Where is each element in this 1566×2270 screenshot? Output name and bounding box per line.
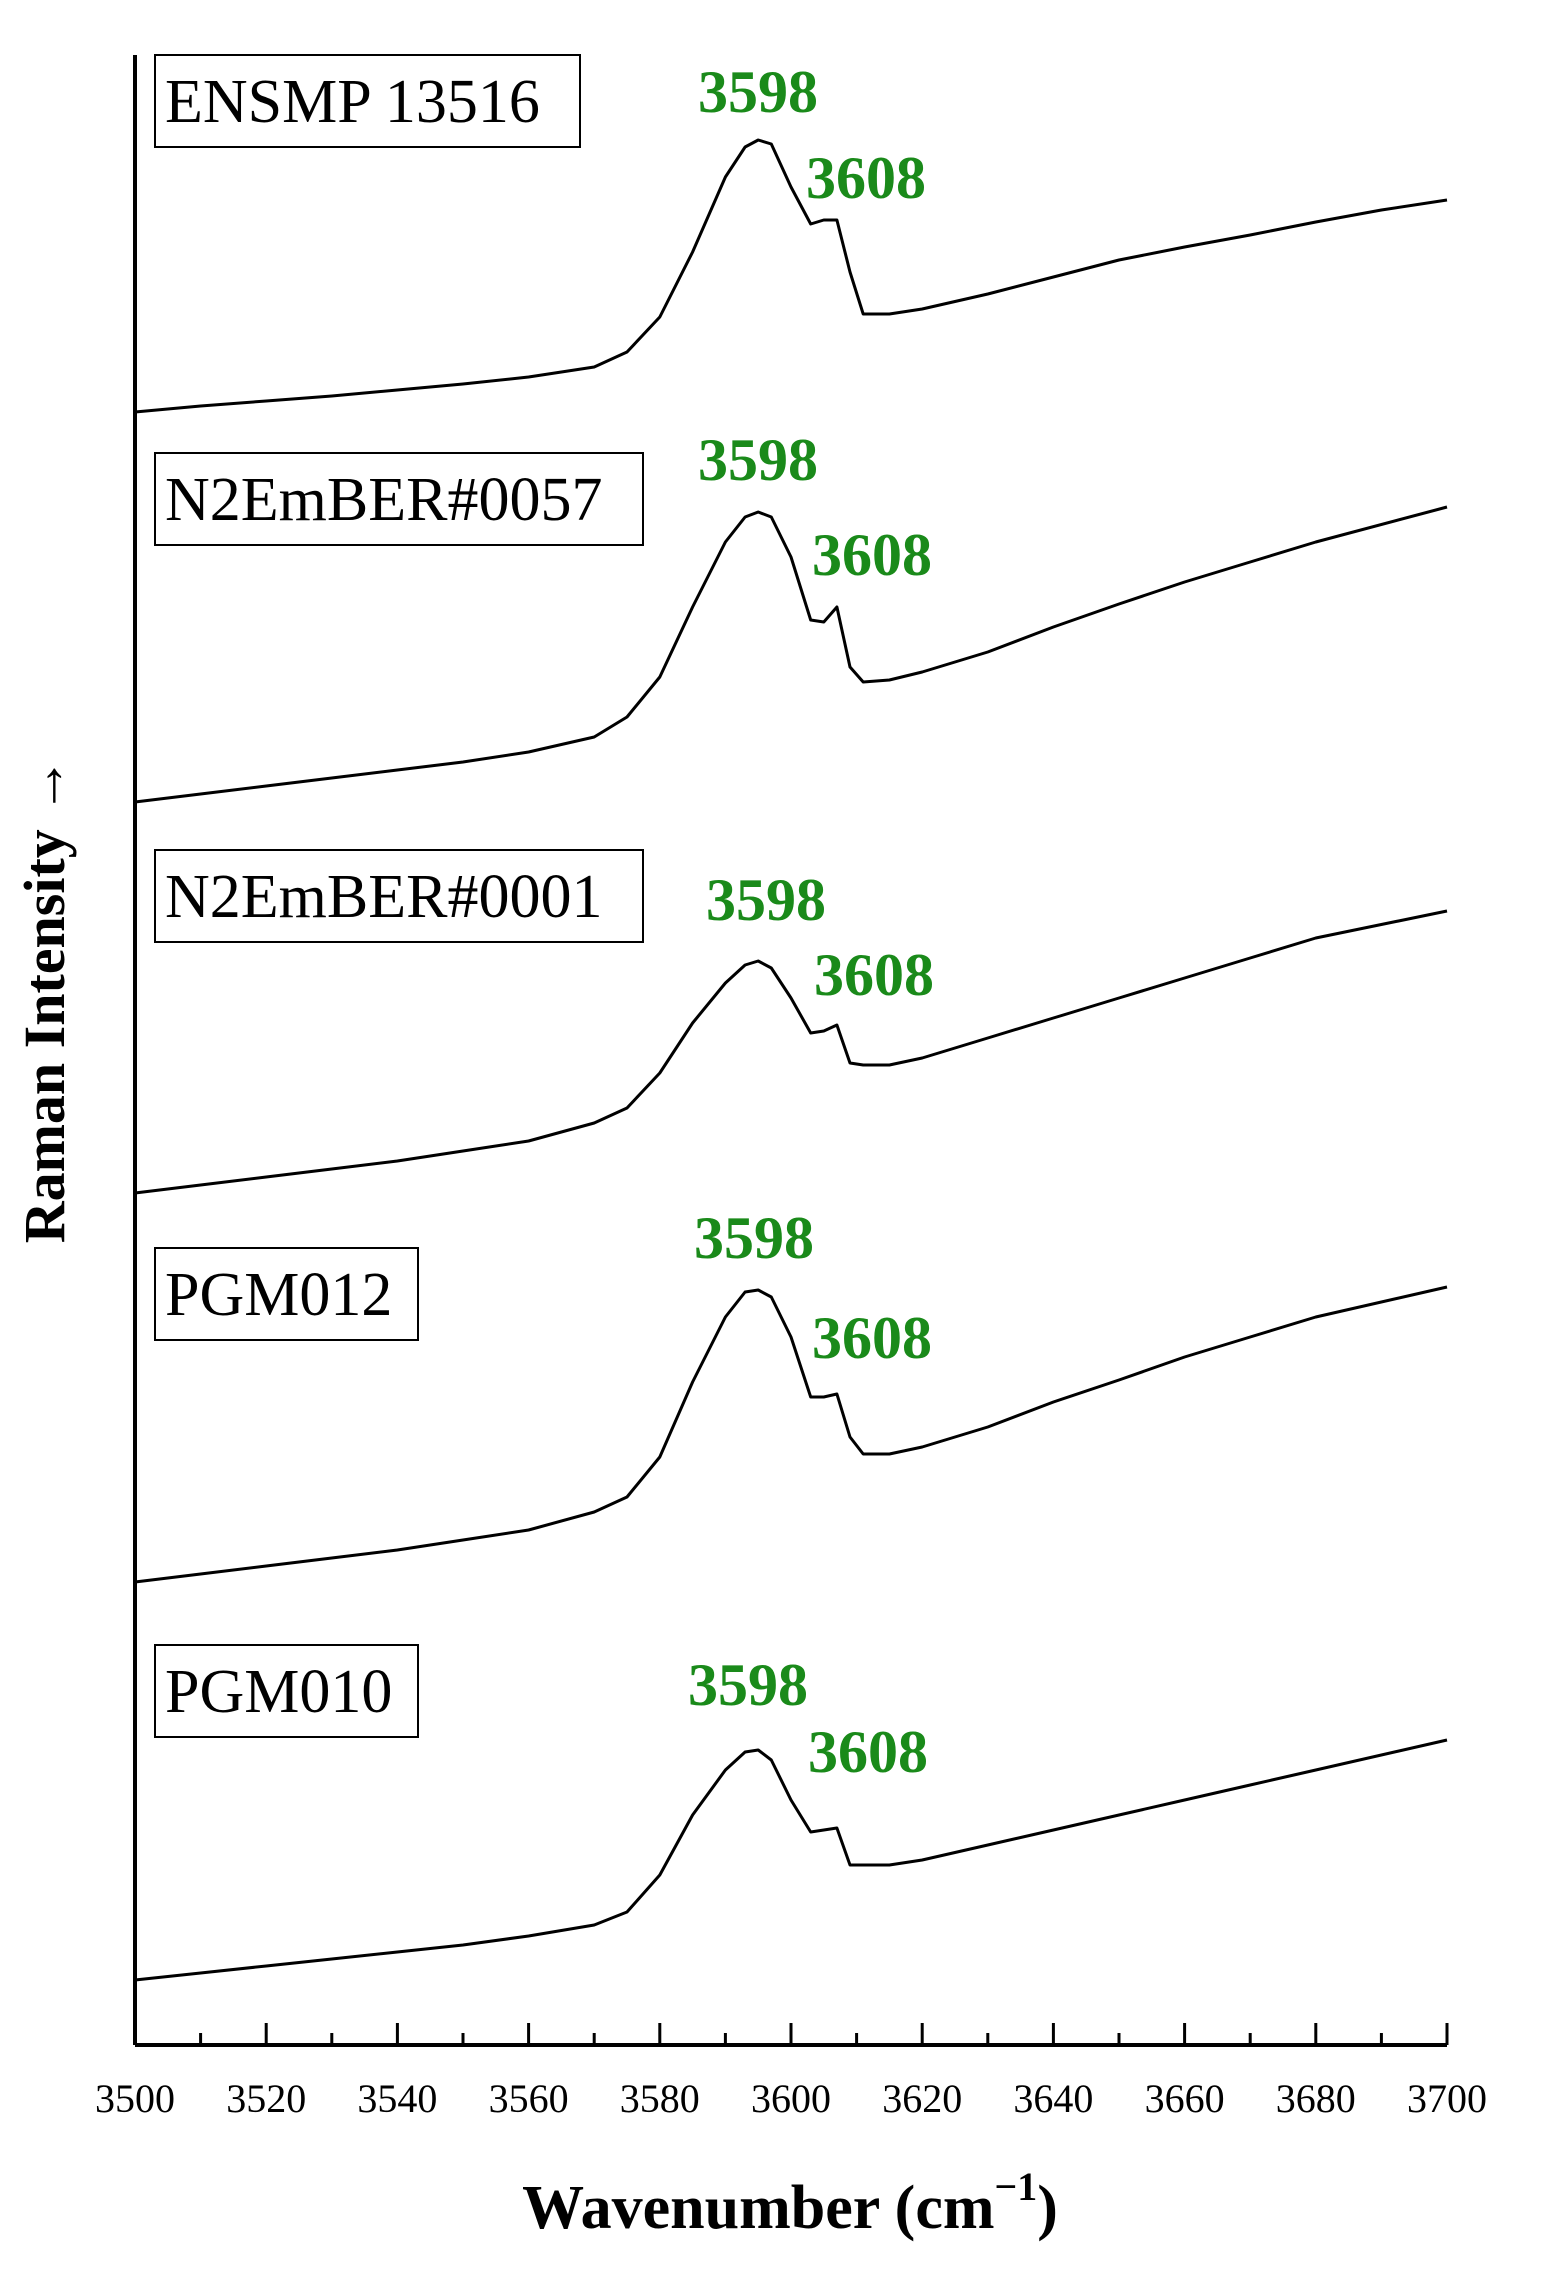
x-tick-label: 3600 <box>751 2076 831 2121</box>
peak-label: 3608 <box>812 1305 932 1371</box>
x-tick-label: 3580 <box>620 2076 700 2121</box>
peak-label: 3608 <box>814 942 934 1008</box>
sample-label-text: PGM010 <box>165 1658 392 1726</box>
series-lines <box>134 138 1448 1982</box>
sample-label-text: PGM012 <box>165 1261 392 1329</box>
sample-label-box <box>154 54 581 148</box>
x-tick-label: 3620 <box>882 2076 962 2121</box>
peak-label: 3598 <box>698 427 818 493</box>
x-tick-label: 3520 <box>226 2076 306 2121</box>
y-axis-title: Raman Intensity → <box>12 757 77 1244</box>
peak-label: 3598 <box>698 59 818 125</box>
sample-label-text: N2EmBER#0001 <box>165 863 602 931</box>
x-tick-label: 3660 <box>1145 2076 1225 2121</box>
series-line-2 <box>134 505 1448 804</box>
sample-label-box <box>154 849 644 943</box>
peak-label: 3608 <box>806 145 926 211</box>
series-line-3 <box>134 909 1448 1195</box>
sample-labels: ENSMP 13516 N2EmBER#0057 N2EmBER#0001 PGM01… <box>154 54 644 1738</box>
peak-label: 3608 <box>812 522 932 588</box>
x-tick-label: 3500 <box>95 2076 175 2121</box>
peak-label: 3598 <box>706 867 826 933</box>
sample-label-text: N2EmBER#0057 <box>165 466 602 534</box>
series-line-5 <box>134 1738 1448 1982</box>
x-axis-tick-labels: 3500 3520 3540 3560 3580 3600 3620 3640 3660 3680… <box>95 2076 1487 2121</box>
sample-label-box <box>154 1644 419 1738</box>
sample-label-box <box>154 452 644 546</box>
x-tick-label: 3540 <box>357 2076 437 2121</box>
plot-area: 3500 3520 3540 3560 3580 3600 3620 3640 3660 3680… <box>95 54 1487 2121</box>
peak-label: 3598 <box>688 1652 808 1718</box>
series-line-4 <box>134 1285 1448 1584</box>
series-line-1 <box>134 138 1448 414</box>
sample-label-box <box>154 1247 419 1341</box>
x-tick-label: 3700 <box>1407 2076 1487 2121</box>
x-tick-label: 3640 <box>1013 2076 1093 2121</box>
x-axis-ticks <box>133 2023 1449 2045</box>
sample-label-text: ENSMP 13516 <box>165 68 540 136</box>
x-tick-label: 3680 <box>1276 2076 1356 2121</box>
peak-label: 3598 <box>694 1205 814 1271</box>
x-tick-label: 3560 <box>489 2076 569 2121</box>
x-axis-title: Wavenumber (cm−1) <box>522 2164 1058 2242</box>
peak-label: 3608 <box>808 1719 928 1785</box>
